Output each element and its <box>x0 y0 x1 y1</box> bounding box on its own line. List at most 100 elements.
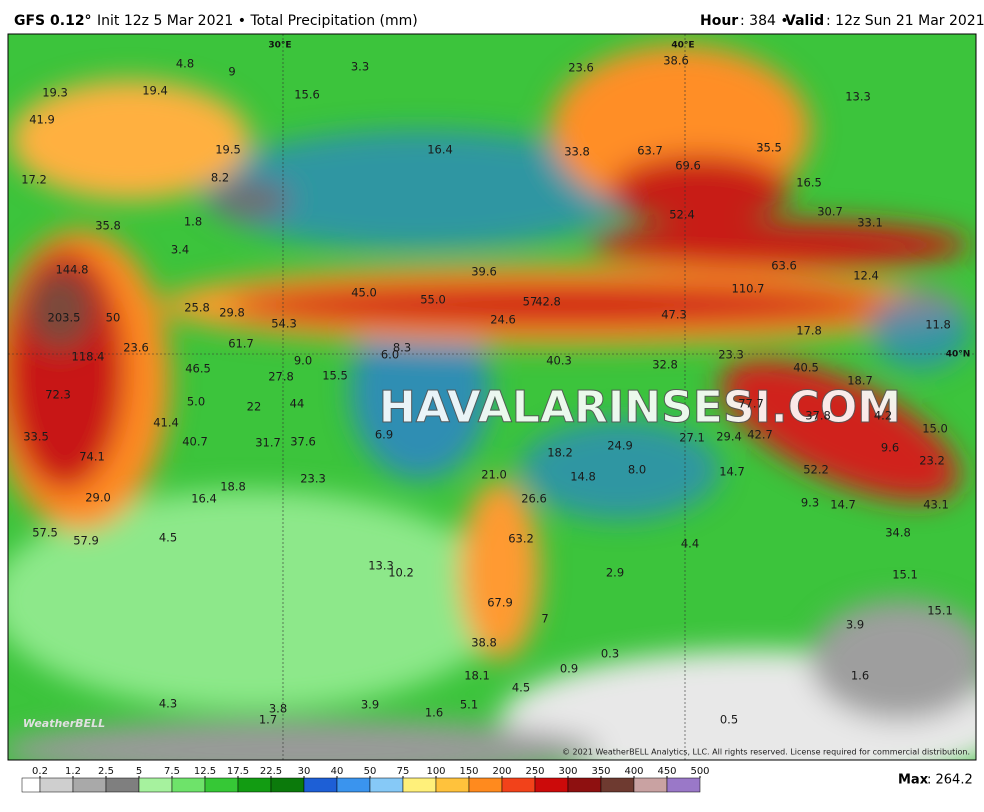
precip-label: 3.9 <box>361 698 379 712</box>
colorbar-cell <box>138 777 173 793</box>
precip-label: 69.6 <box>675 159 701 173</box>
precip-label: 43.1 <box>923 498 949 512</box>
precip-label: 16.5 <box>796 176 822 190</box>
precip-label: 3.9 <box>846 618 864 632</box>
precip-label: 8.2 <box>211 171 229 185</box>
colorbar-tick-label: 300 <box>558 766 577 777</box>
precip-label: 6.0 <box>381 348 399 362</box>
precip-label: 23.6 <box>123 341 149 355</box>
precip-label: 63.7 <box>637 144 663 158</box>
colorbar-tick-label: 40 <box>331 766 344 777</box>
precip-label: 50 <box>106 311 121 325</box>
precip-label: 110.7 <box>732 282 765 296</box>
precip-label: 31.7 <box>255 436 281 450</box>
precip-label: 27.1 <box>679 431 705 445</box>
precip-label: 2.9 <box>606 566 624 580</box>
colorbar-tick-label: 50 <box>364 766 377 777</box>
colorbar-cell <box>21 777 41 793</box>
precip-label: 39.6 <box>471 265 497 279</box>
precip-label: 46.5 <box>185 362 211 376</box>
precip-label: 24.9 <box>607 439 633 453</box>
precip-label: 3.8 <box>269 702 287 716</box>
precip-label: 40.3 <box>546 354 572 368</box>
precip-label: 4.4 <box>681 537 699 551</box>
precip-label: 9.3 <box>801 496 819 510</box>
precip-label: 19.3 <box>42 86 68 100</box>
precip-label: 8.3 <box>393 341 411 355</box>
colorbar-cell <box>468 777 503 793</box>
colorbar-tick-label: 200 <box>492 766 511 777</box>
precip-label: 29.4 <box>716 430 742 444</box>
colorbar-tick-label: 12.5 <box>194 766 216 777</box>
precip-label: 42.7 <box>747 428 773 442</box>
precip-label: 18.2 <box>547 446 573 460</box>
precip-label: 16.4 <box>427 143 453 157</box>
precip-label: 4.5 <box>512 681 530 695</box>
colorbar-tick-label: 500 <box>690 766 709 777</box>
precip-label: 7 <box>541 612 548 626</box>
colorbar-cell <box>435 777 470 793</box>
precip-label: 54.3 <box>271 317 297 331</box>
precip-label: 38.6 <box>663 54 689 68</box>
colorbar-cell <box>402 777 437 793</box>
colorbar-cell <box>72 777 107 793</box>
colorbar-cell <box>633 777 668 793</box>
precip-label: 32.8 <box>652 358 678 372</box>
precip-label: 14.7 <box>719 465 745 479</box>
colorbar: 0.2 1.2 2.5 5 7.5 12.5 17.5 22.5 30 40 50 75 100 150 2… <box>21 766 710 793</box>
model: GFS 0.12° <box>14 13 92 29</box>
colorbar-cell <box>303 777 338 793</box>
precip-label: 29.0 <box>85 491 111 505</box>
precip-label: 34.8 <box>885 526 911 540</box>
precip-label: 3.4 <box>171 243 189 257</box>
precip-label: 23.2 <box>919 454 945 468</box>
colorbar-tick-label: 150 <box>459 766 478 777</box>
precip-label: 33.8 <box>564 145 590 159</box>
precip-label: 12.4 <box>853 269 879 283</box>
precip-label: 0.5 <box>720 713 738 727</box>
precip-label: 57.5 <box>32 526 58 540</box>
precip-label: 1.6 <box>851 669 869 683</box>
precip-label: 4.5 <box>159 531 177 545</box>
precip-label: 9.0 <box>294 354 312 368</box>
precip-label: 4.3 <box>159 697 177 711</box>
precip-label: 38.8 <box>471 636 497 650</box>
precip-label: 144.8 <box>56 263 89 277</box>
precip-label: 13.3 <box>845 90 871 104</box>
logo: WeatherBELL <box>23 717 105 730</box>
grid-label: 40°N <box>946 350 971 360</box>
hour-label: Hour <box>700 13 738 29</box>
precip-label: 9 <box>228 65 235 79</box>
precip-label: 44 <box>290 397 305 411</box>
precip-label: 1.8 <box>184 215 202 229</box>
precip-label: 35.5 <box>756 141 782 155</box>
colorbar-cell <box>171 777 206 793</box>
watermark: HAVALARINSESI.COM <box>379 382 901 433</box>
colorbar-tick-label: 75 <box>397 766 410 777</box>
precip-label: 63.6 <box>771 259 797 273</box>
valid-label: Valid <box>785 13 824 29</box>
colorbar-tick-label: 30 <box>298 766 311 777</box>
colorbar-tick-label: 400 <box>624 766 643 777</box>
precip-label: 118.4 <box>72 350 105 364</box>
precip-label: 19.4 <box>142 84 168 98</box>
precip-label: 33.5 <box>23 430 49 444</box>
colorbar-tick-label: 22.5 <box>260 766 282 777</box>
precip-label: 15.6 <box>294 88 320 102</box>
precip-label: 67.9 <box>487 596 513 610</box>
precip-label: 1.7 <box>259 713 277 727</box>
precip-label: 18.8 <box>220 480 246 494</box>
colorbar-cell <box>105 777 140 793</box>
colorbar-cell <box>369 777 404 793</box>
precip-label: 40.7 <box>182 435 208 449</box>
colorbar-cell <box>600 777 635 793</box>
max-value: : 264.2 <box>927 773 973 788</box>
precip-label: 203.5 <box>48 311 81 325</box>
precip-label: 72.3 <box>45 388 71 402</box>
precip-label: 77.7 <box>738 397 764 411</box>
precip-label: 23.3 <box>300 472 326 486</box>
precip-label: 35.8 <box>95 219 121 233</box>
precip-label: 15.5 <box>322 369 348 383</box>
precip-label: 57 <box>523 295 538 309</box>
precip-label: 14.7 <box>830 498 856 512</box>
